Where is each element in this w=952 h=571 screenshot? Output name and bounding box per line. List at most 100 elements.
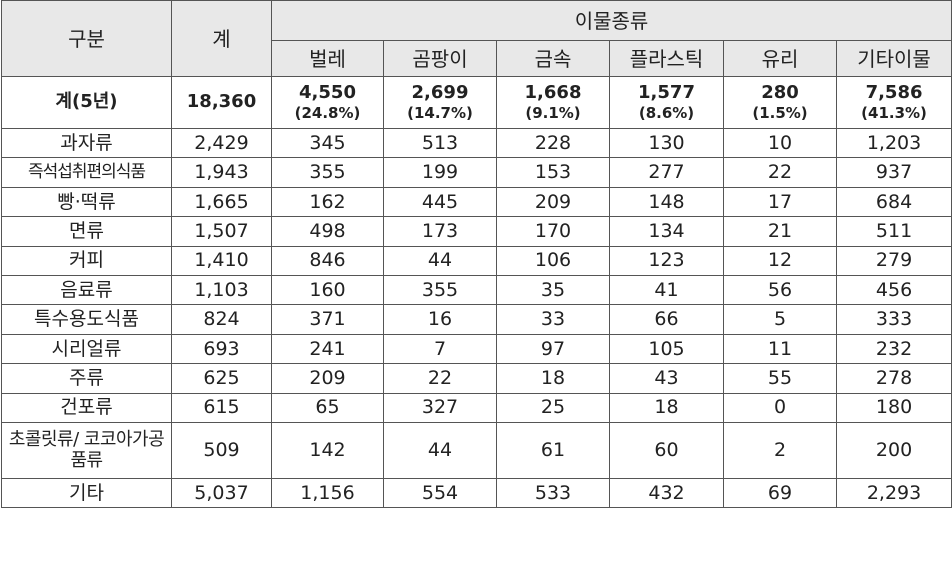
row-value: 170	[496, 216, 610, 247]
row-value: 684	[835, 186, 952, 218]
row-category: 음료류	[1, 274, 172, 306]
row-value: 209	[496, 186, 610, 218]
row-value: 11	[723, 333, 837, 365]
row-value: 97	[496, 333, 610, 365]
summary-cell: 2,699 (14.7%)	[383, 76, 497, 129]
header-category: 구분	[1, 0, 172, 77]
row-value: 355	[383, 274, 497, 306]
table-row: 기타 5,037 1,156 554 533 432 69 2,293	[1, 477, 952, 509]
row-value: 25	[496, 392, 610, 423]
row-value: 432	[609, 477, 724, 509]
row-category: 기타	[1, 477, 172, 509]
summary-pct: (8.6%)	[638, 104, 695, 123]
header-type: 금속	[496, 40, 610, 77]
row-value: 22	[723, 157, 837, 188]
summary-value: 4,550	[299, 81, 356, 103]
row-total: 2,429	[171, 127, 272, 159]
row-total: 509	[171, 421, 272, 479]
summary-value: 1,668	[524, 81, 582, 103]
row-value: 142	[271, 421, 384, 479]
row-value: 846	[271, 245, 384, 276]
header-total: 계	[171, 0, 272, 77]
row-value: 21	[723, 216, 837, 247]
row-value: 228	[496, 127, 610, 159]
row-value: 498	[271, 216, 384, 247]
row-category: 특수용도식품	[1, 304, 172, 335]
row-value: 2,293	[835, 477, 952, 509]
table-row: 즉석섭취편의식품 1,943 355 199 153 277 22 937	[1, 157, 952, 188]
row-value: 105	[609, 333, 724, 365]
row-total: 1,507	[171, 216, 272, 247]
row-value: 56	[723, 274, 837, 306]
row-value: 456	[835, 274, 952, 306]
row-total: 1,103	[171, 274, 272, 306]
row-value: 937	[835, 157, 952, 188]
row-value: 278	[835, 363, 952, 394]
row-value: 44	[383, 421, 497, 479]
summary-cell: 7,586 (41.3%)	[835, 76, 952, 129]
table-row: 특수용도식품 824 371 16 33 66 5 333	[1, 304, 952, 335]
table-row: 과자류 2,429 345 513 228 130 10 1,203	[1, 127, 952, 159]
row-value: 345	[271, 127, 384, 159]
table-row: 시리얼류 693 241 7 97 105 11 232	[1, 333, 952, 365]
summary-label: 계(5년)	[1, 76, 172, 129]
row-value: 1,203	[835, 127, 952, 159]
summary-pct: (41.3%)	[861, 104, 927, 123]
summary-cell: 1,577 (8.6%)	[609, 76, 724, 129]
row-total: 5,037	[171, 477, 272, 509]
row-value: 148	[609, 186, 724, 218]
row-category: 초콜릿류/ 코코아가공품류	[1, 421, 172, 479]
row-total: 1,665	[171, 186, 272, 218]
table-row: 빵·떡류 1,665 162 445 209 148 17 684	[1, 186, 952, 218]
header-type: 곰팡이	[383, 40, 497, 77]
row-category: 시리얼류	[1, 333, 172, 365]
row-value: 209	[271, 363, 384, 394]
row-value: 200	[835, 421, 952, 479]
row-value: 69	[723, 477, 837, 509]
row-value: 123	[609, 245, 724, 276]
table-row: 건포류 615 65 327 25 18 0 180	[1, 392, 952, 423]
row-total: 625	[171, 363, 272, 394]
row-total: 693	[171, 333, 272, 365]
table-row: 면류 1,507 498 173 170 134 21 511	[1, 216, 952, 247]
row-total: 615	[171, 392, 272, 423]
row-value: 55	[723, 363, 837, 394]
row-total: 824	[171, 304, 272, 335]
table-row: 주류 625 209 22 18 43 55 278	[1, 363, 952, 394]
summary-pct: (1.5%)	[752, 104, 808, 123]
summary-cell: 4,550 (24.8%)	[271, 76, 384, 129]
row-value: 0	[723, 392, 837, 423]
header-type: 유리	[723, 40, 837, 77]
header-row: 구분 계 이물종류	[1, 0, 952, 77]
summary-value: 280	[761, 81, 799, 103]
row-value: 2	[723, 421, 837, 479]
summary-total: 18,360	[171, 76, 272, 129]
row-value: 5	[723, 304, 837, 335]
row-category: 주류	[1, 363, 172, 394]
summary-pct: (14.7%)	[407, 104, 473, 123]
row-value: 17	[723, 186, 837, 218]
row-value: 327	[383, 392, 497, 423]
table-row: 음료류 1,103 160 355 35 41 56 456	[1, 274, 952, 306]
row-value: 66	[609, 304, 724, 335]
row-value: 333	[835, 304, 952, 335]
row-category: 커피	[1, 245, 172, 276]
row-value: 130	[609, 127, 724, 159]
row-value: 371	[271, 304, 384, 335]
row-category: 건포류	[1, 392, 172, 423]
header-type: 벌레	[271, 40, 384, 77]
row-value: 18	[496, 363, 610, 394]
row-value: 232	[835, 333, 952, 365]
row-value: 60	[609, 421, 724, 479]
row-value: 153	[496, 157, 610, 188]
row-value: 35	[496, 274, 610, 306]
row-category: 과자류	[1, 127, 172, 159]
row-value: 44	[383, 245, 497, 276]
header-group: 이물종류	[270, 0, 952, 41]
row-value: 355	[271, 157, 384, 188]
row-value: 533	[496, 477, 610, 509]
summary-row: 계(5년) 18,360 4,550 (24.8%) 2,699 (14.7%) 1…	[1, 76, 952, 129]
row-category: 면류	[1, 216, 172, 247]
row-value: 7	[383, 333, 497, 365]
summary-value: 7,586	[865, 81, 923, 103]
